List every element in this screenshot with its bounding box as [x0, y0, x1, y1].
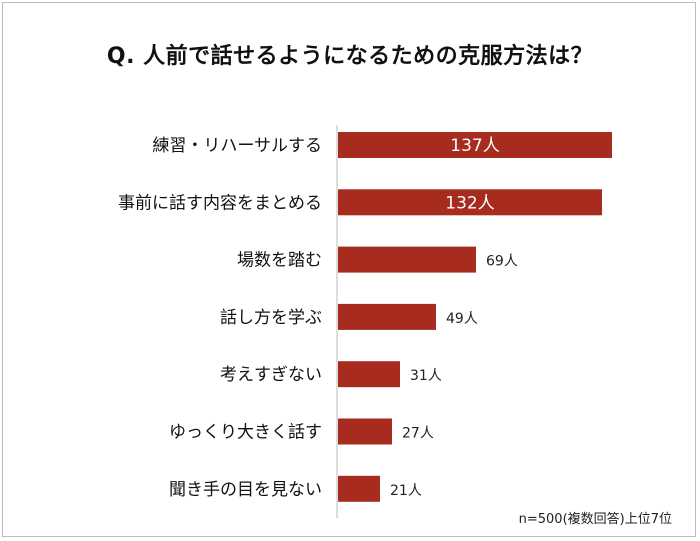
bar: [338, 418, 392, 445]
value-label: 27人: [402, 426, 434, 442]
value-label: 137人: [450, 136, 499, 156]
category-label: 話し方を学ぶ: [220, 308, 322, 328]
chart-title: Q. 人前で話せるようになるための克服方法は？: [106, 44, 594, 69]
bar: [338, 246, 476, 273]
category-label: 事前に話す内容をまとめる: [118, 193, 322, 213]
category-label: 練習・リハーサルする: [152, 136, 322, 156]
bar: [338, 475, 380, 502]
bar: [338, 303, 436, 330]
category-label: ゆっくり大きく話す: [169, 423, 322, 443]
value-label: 31人: [410, 368, 442, 384]
value-label: 132人: [445, 193, 494, 213]
value-label: 69人: [486, 254, 518, 270]
value-label: 21人: [390, 483, 422, 499]
category-label: 考えすぎない: [220, 365, 322, 385]
bar: [338, 189, 602, 216]
bar: [338, 132, 612, 158]
bar: [338, 361, 400, 388]
category-label: 聞き手の目を見ない: [169, 480, 322, 500]
sample-note: n=500(複数回答)上位7位: [518, 512, 672, 527]
value-label: 49人: [446, 311, 478, 327]
category-label: 場数を踏む: [237, 251, 322, 271]
